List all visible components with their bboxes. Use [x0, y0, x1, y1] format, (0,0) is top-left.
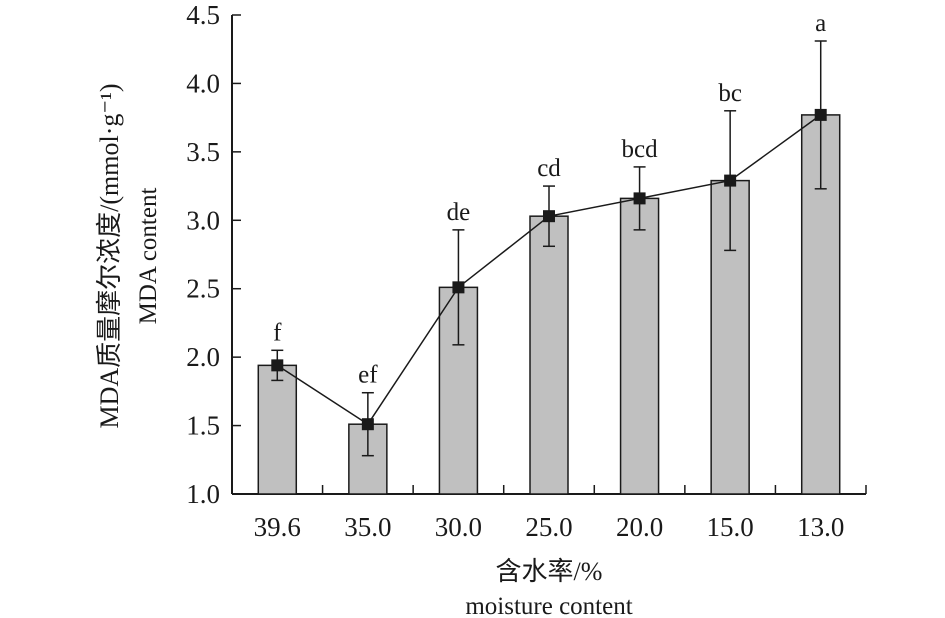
bar-25.0: [529, 215, 569, 495]
bar-39.6: [257, 364, 298, 495]
significance-label: bc: [718, 80, 742, 107]
data-point-marker: [814, 108, 827, 121]
data-point-marker: [452, 281, 465, 294]
y-tick-label: 3.0: [186, 205, 220, 235]
x-tick-label: 30.0: [435, 512, 482, 542]
x-tick-label: 15.0: [707, 512, 754, 542]
y-tick-label: 4.0: [186, 68, 220, 98]
significance-label: f: [273, 319, 282, 346]
x-tick-label: 20.0: [616, 512, 663, 542]
plot-area: 1.0 1.5 2.0 2.5 3.0 3.5 4.0 4.5 f ef de cd bcd bc a 39.…: [186, 0, 867, 542]
significance-label: de: [447, 199, 471, 226]
x-axis-title: 含水率/%: [496, 557, 603, 586]
x-axis-title-english: moisture content: [465, 593, 632, 618]
y-tick-label: 3.5: [186, 137, 220, 167]
y-tick-label: 2.0: [186, 342, 220, 372]
significance-label: cd: [537, 155, 561, 182]
significance-label: ef: [358, 362, 378, 389]
significance-label: bcd: [622, 136, 659, 163]
x-tick-label: 25.0: [525, 512, 572, 542]
data-point-marker: [271, 359, 284, 372]
y-axis-title-english: MDA content: [135, 188, 162, 325]
x-tick-label: 35.0: [344, 512, 391, 542]
bar-20.0: [619, 197, 660, 495]
significance-label: a: [815, 10, 826, 37]
data-point-marker: [633, 192, 646, 205]
bar-30.0: [438, 286, 479, 495]
y-tick-label: 1.5: [186, 411, 220, 441]
data-point-marker: [543, 210, 555, 223]
y-axis-title: MDA质量摩尔浓度/(mmol·g⁻¹): [95, 83, 124, 428]
data-point-marker: [724, 174, 737, 187]
x-tick-label: 39.6: [254, 512, 301, 542]
data-point-marker: [361, 418, 374, 431]
y-tick-label: 1.0: [186, 479, 220, 509]
y-tick-label: 4.5: [186, 0, 220, 30]
x-tick-label: 13.0: [797, 512, 844, 542]
y-tick-label: 2.5: [186, 274, 220, 304]
